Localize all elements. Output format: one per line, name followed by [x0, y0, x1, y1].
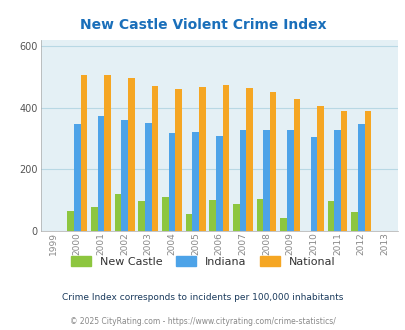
Bar — [97, 116, 104, 231]
Bar — [209, 200, 215, 231]
Legend: New Castle, Indiana, National: New Castle, Indiana, National — [71, 256, 334, 267]
Bar — [293, 99, 299, 231]
Bar — [245, 88, 252, 231]
Bar — [104, 75, 111, 231]
Text: New Castle Violent Crime Index: New Castle Violent Crime Index — [79, 18, 326, 32]
Bar — [327, 201, 333, 231]
Bar — [185, 214, 192, 231]
Bar — [340, 111, 347, 231]
Bar — [350, 212, 357, 231]
Bar — [269, 92, 276, 231]
Bar — [333, 130, 340, 231]
Bar — [256, 199, 262, 231]
Bar — [215, 136, 222, 231]
Bar — [286, 130, 293, 231]
Bar — [91, 207, 97, 231]
Bar — [357, 123, 364, 231]
Bar — [145, 123, 151, 231]
Bar — [192, 132, 198, 231]
Bar — [162, 197, 168, 231]
Bar — [239, 130, 245, 231]
Bar — [67, 211, 74, 231]
Bar — [316, 106, 323, 231]
Text: © 2025 CityRating.com - https://www.cityrating.com/crime-statistics/: © 2025 CityRating.com - https://www.city… — [70, 317, 335, 326]
Bar — [364, 111, 370, 231]
Bar — [121, 120, 128, 231]
Bar — [151, 86, 158, 231]
Bar — [175, 89, 181, 231]
Bar — [114, 194, 121, 231]
Bar — [128, 79, 134, 231]
Bar — [232, 204, 239, 231]
Bar — [279, 218, 286, 231]
Bar — [138, 201, 145, 231]
Bar — [310, 138, 316, 231]
Bar — [262, 130, 269, 231]
Bar — [80, 75, 87, 231]
Text: Crime Index corresponds to incidents per 100,000 inhabitants: Crime Index corresponds to incidents per… — [62, 292, 343, 302]
Bar — [198, 86, 205, 231]
Bar — [168, 133, 175, 231]
Bar — [74, 123, 80, 231]
Bar — [222, 85, 228, 231]
